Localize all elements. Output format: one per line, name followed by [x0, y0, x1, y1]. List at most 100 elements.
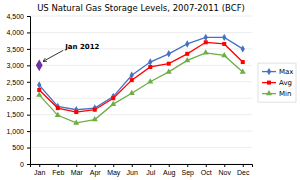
- x-tick: Jan: [34, 164, 45, 176]
- point: [148, 65, 152, 69]
- x-tick: Dec: [237, 164, 250, 176]
- y-tick: 3,000: [6, 62, 30, 69]
- grid-line: [30, 65, 252, 66]
- x-tick-mark: [169, 164, 170, 167]
- y-tick-mark: [27, 164, 30, 165]
- y-tick-mark: [27, 115, 30, 116]
- x-tick: Aug: [163, 164, 176, 177]
- point: [74, 106, 78, 113]
- legend-symbol: [267, 68, 271, 75]
- y-tick: 2,500: [6, 79, 30, 86]
- annotation-arrow: [43, 50, 63, 61]
- grid-line: [30, 98, 252, 99]
- point: [185, 52, 189, 56]
- x-tick: Mar: [71, 164, 84, 176]
- y-tick-mark: [27, 16, 30, 17]
- y-tick: 4,000: [6, 29, 30, 36]
- series: [36, 49, 246, 124]
- x-tick-label: Aug: [163, 169, 176, 177]
- x-tick: Nov: [219, 164, 232, 176]
- y-tick-label: 2,000: [6, 95, 24, 102]
- x-tick-mark: [206, 164, 207, 167]
- point: [93, 108, 97, 112]
- point: [74, 110, 78, 114]
- x-tick-label: Nov: [219, 169, 232, 176]
- grid: [30, 16, 252, 164]
- x-tick-label: May: [107, 169, 121, 177]
- series-line: [39, 42, 243, 112]
- y-tick-mark: [27, 65, 30, 66]
- y-tick-label: 1,000: [6, 128, 24, 135]
- point: [73, 119, 79, 124]
- point: [130, 71, 134, 78]
- plot-area: [36, 34, 246, 125]
- title: US Natural Gas Storage Levels, 2007-2011…: [37, 3, 245, 13]
- x-tick-mark: [58, 164, 59, 167]
- point: [222, 34, 226, 41]
- x-tick-label: Mar: [71, 169, 84, 176]
- x-tick-label: Sep: [182, 169, 195, 177]
- grid-line: [30, 131, 252, 132]
- y-tick: 3,500: [6, 46, 30, 53]
- point: [203, 49, 209, 54]
- point: [111, 96, 115, 100]
- x-tick-mark: [132, 164, 133, 167]
- y-tick-mark: [27, 131, 30, 132]
- grid-line: [30, 147, 252, 148]
- x-tick-mark: [39, 164, 40, 167]
- y-tick: 0: [20, 161, 30, 168]
- y-tick: 1,500: [6, 111, 30, 118]
- series-line: [39, 53, 243, 123]
- point: [166, 68, 172, 73]
- x-axis: JanFebMarAprMayJunJulAugSepOctNovDec: [31, 164, 253, 177]
- y-tick-mark: [27, 82, 30, 83]
- legend-label: Max: [279, 68, 293, 76]
- legend-symbol: [267, 81, 271, 85]
- point: [110, 101, 116, 106]
- y-axis: 0 500 1,000 1,500 2,000 2,500 3,000 3,500 4,000 4…: [6, 13, 30, 168]
- x-tick-mark: [95, 164, 96, 167]
- y-tick: 1,000: [6, 128, 30, 135]
- x-tick-mark: [187, 164, 188, 167]
- y-tick-label: 4,500: [6, 13, 24, 20]
- point: [184, 57, 190, 62]
- point: [204, 40, 208, 44]
- x-tick-mark: [113, 164, 114, 167]
- legend: MaxAvgMin: [258, 63, 296, 102]
- x-tick-label: Dec: [237, 169, 250, 176]
- y-tick-label: 4,000: [6, 29, 24, 36]
- x-tick: Oct: [201, 164, 212, 176]
- chart: 0 500 1,000 1,500 2,000 2,500 3,000 3,500 4,000 4…: [0, 0, 300, 180]
- grid-line: [30, 32, 252, 33]
- point: [56, 103, 60, 110]
- x-tick-mark: [150, 164, 151, 167]
- y-tick-mark: [27, 32, 30, 33]
- grid-line: [30, 81, 252, 82]
- point: [240, 68, 246, 73]
- point: [130, 78, 134, 82]
- y-tick-label: 500: [12, 144, 24, 151]
- point: [56, 106, 60, 110]
- point: [93, 104, 97, 111]
- y-tick-mark: [27, 98, 30, 99]
- x-tick-mark: [76, 164, 77, 167]
- point: [36, 91, 42, 96]
- y-tick: 2,000: [6, 95, 30, 102]
- point: [129, 90, 135, 95]
- grid-line: [30, 16, 252, 17]
- x-tick-label: Feb: [52, 169, 64, 176]
- annotation-text: Jan 2012: [64, 43, 99, 51]
- y-tick-label: 3,000: [6, 62, 24, 69]
- point: [241, 45, 245, 52]
- point: [185, 40, 189, 47]
- point: [147, 78, 153, 83]
- point: [204, 34, 208, 41]
- y-tick: 4,500: [6, 13, 30, 20]
- point: [148, 58, 152, 65]
- legend-label: Avg: [279, 79, 292, 87]
- point: [37, 88, 41, 92]
- point: [241, 60, 245, 64]
- x-axis-line: [31, 165, 253, 168]
- x-tick-label: Apr: [90, 169, 102, 177]
- x-tick: Apr: [90, 164, 102, 177]
